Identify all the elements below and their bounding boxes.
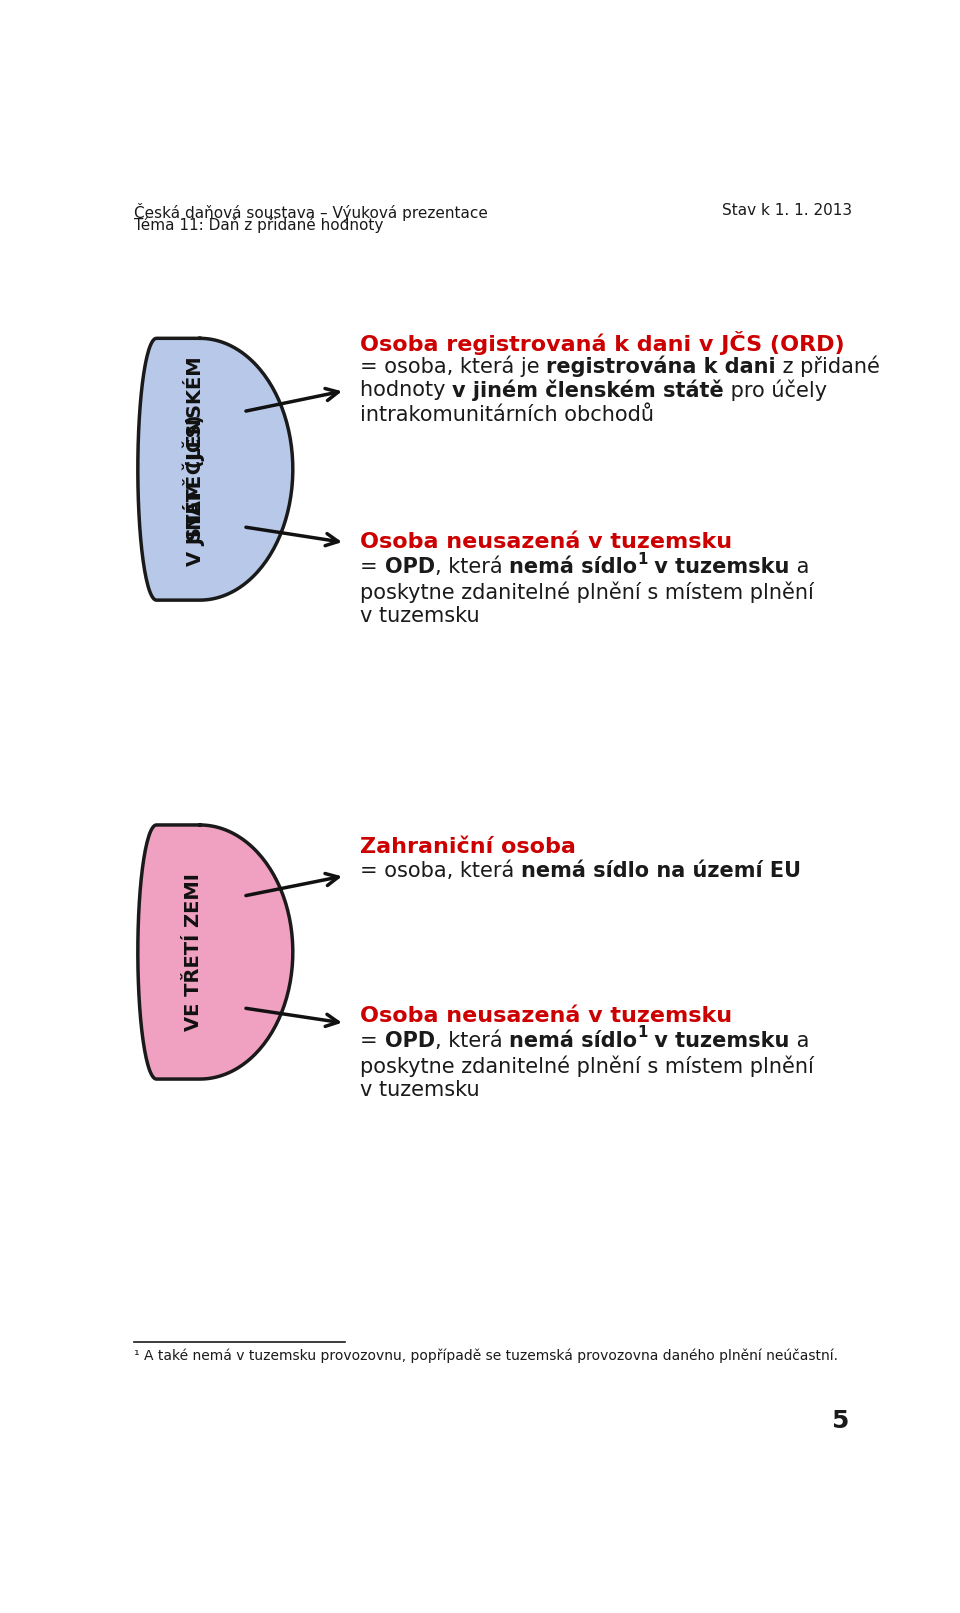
Text: = osoba, která je: = osoba, která je <box>360 355 546 377</box>
Text: Osoba neusazená v tuzemsku: Osoba neusazená v tuzemsku <box>360 1007 732 1026</box>
Text: 1: 1 <box>637 1026 647 1040</box>
Text: pro účely: pro účely <box>724 381 828 402</box>
Text: hodnoty: hodnoty <box>360 381 452 400</box>
Text: = osoba, která: = osoba, která <box>360 861 521 881</box>
Text: v jiném členském státě: v jiném členském státě <box>452 381 724 402</box>
Text: v tuzemsku: v tuzemsku <box>647 556 790 577</box>
Text: =: = <box>360 1031 385 1050</box>
Text: z přidané: z přidané <box>776 355 880 377</box>
Text: Zahraniční osoba: Zahraniční osoba <box>360 837 576 857</box>
Text: , která: , která <box>435 556 509 577</box>
Text: poskytne zdanitelné plnění s místem plnění: poskytne zdanitelné plnění s místem plně… <box>360 1055 814 1077</box>
Text: Téma 11: Daň z přidané hodnoty: Téma 11: Daň z přidané hodnoty <box>134 216 383 232</box>
Text: v tuzemsku: v tuzemsku <box>360 606 480 626</box>
Text: nemá sídlo: nemá sídlo <box>509 556 637 577</box>
Text: STÁTĚ (JČS): STÁTĚ (JČS) <box>182 415 204 540</box>
Text: a: a <box>790 1031 809 1050</box>
Text: OPD: OPD <box>385 556 435 577</box>
Text: V JINÉM ČLENSKÉM: V JINÉM ČLENSKÉM <box>182 356 204 566</box>
Text: v tuzemsku: v tuzemsku <box>647 1031 790 1050</box>
Polygon shape <box>138 824 293 1079</box>
Text: Stav k 1. 1. 2013: Stav k 1. 1. 2013 <box>722 203 852 218</box>
Text: , která: , která <box>435 1031 509 1050</box>
Text: Česká daňová soustava – Výuková prezentace: Česká daňová soustava – Výuková prezenta… <box>134 203 488 221</box>
Polygon shape <box>138 339 293 600</box>
Text: intrakomunitárních obchodů: intrakomunitárních obchodů <box>360 405 655 424</box>
Text: Osoba neusazená v tuzemsku: Osoba neusazená v tuzemsku <box>360 532 732 552</box>
Text: registrována k dani: registrována k dani <box>546 355 776 377</box>
Text: =: = <box>360 556 385 577</box>
Text: v tuzemsku: v tuzemsku <box>360 1079 480 1100</box>
Text: OPD: OPD <box>385 1031 435 1050</box>
Text: poskytne zdanitelné plnění s místem plnění: poskytne zdanitelné plnění s místem plně… <box>360 582 814 603</box>
Text: nemá sídlo na území EU: nemá sídlo na území EU <box>521 861 802 881</box>
Text: 5: 5 <box>831 1408 849 1432</box>
Text: ¹ A také nemá v tuzemsku provozovnu, popřípadě se tuzemská provozovna daného pln: ¹ A také nemá v tuzemsku provozovnu, pop… <box>134 1348 838 1363</box>
Text: nemá sídlo: nemá sídlo <box>509 1031 637 1050</box>
Text: VE TŘETÍ ZEMI: VE TŘETÍ ZEMI <box>184 873 204 1031</box>
Text: Osoba registrovaná k dani v JČS (ORD): Osoba registrovaná k dani v JČS (ORD) <box>360 331 845 355</box>
Text: 1: 1 <box>637 552 647 566</box>
Text: a: a <box>790 556 809 577</box>
